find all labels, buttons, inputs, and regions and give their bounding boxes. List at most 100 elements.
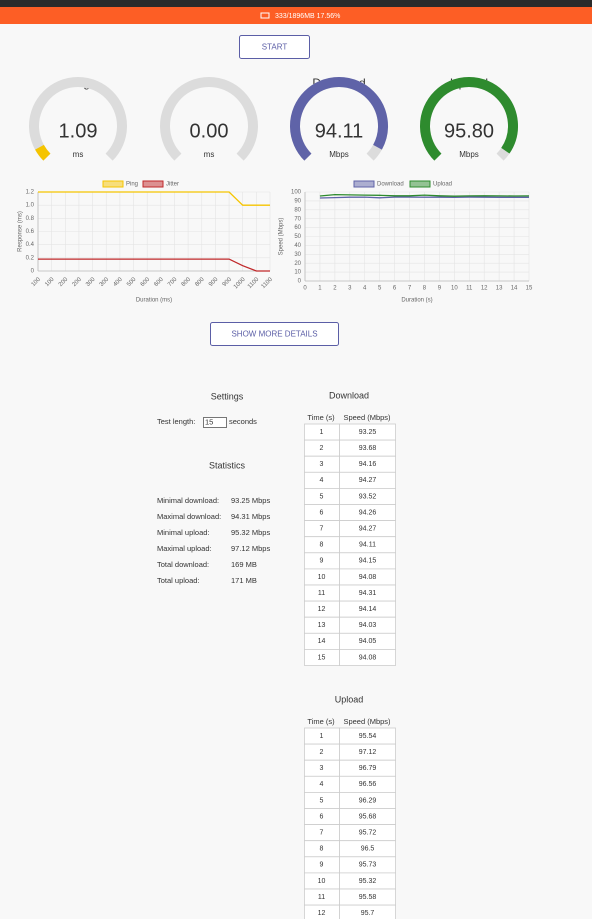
x-tick-label: 12 xyxy=(481,286,488,292)
test-length-input[interactable] xyxy=(203,417,227,428)
test-length-value[interactable]: 15 xyxy=(205,417,213,426)
table-time: 11 xyxy=(318,590,325,597)
gauge-unit: Mbps xyxy=(329,150,349,159)
y-tick-label: 60 xyxy=(294,225,301,231)
table-time: 1 xyxy=(320,733,324,740)
x-tick-label: 600 xyxy=(140,276,152,288)
x-tick-label: 300 xyxy=(99,276,111,288)
settings-title: Settings xyxy=(211,391,244,401)
y-tick-label: 30 xyxy=(294,252,301,258)
table-time: 7 xyxy=(320,829,324,836)
table-speed: 95.58 xyxy=(359,894,377,901)
table-speed: 94.03 xyxy=(359,622,377,629)
y-axis-label: Response (ms) xyxy=(18,211,24,252)
table-time: 12 xyxy=(318,910,326,917)
stat-value: 169 MB xyxy=(231,560,257,569)
gauge-value: 94.11 xyxy=(315,120,364,142)
x-tick-label: 0 xyxy=(303,286,307,292)
series-line xyxy=(319,193,530,197)
table-speed: 94.26 xyxy=(359,509,377,516)
table-time: 4 xyxy=(320,781,324,788)
table-cell xyxy=(339,649,396,666)
table-speed: 94.11 xyxy=(359,542,376,549)
y-tick-label: 0.4 xyxy=(26,242,35,248)
gauge xyxy=(290,76,388,161)
stat-value: 97.12 Mbps xyxy=(231,544,270,553)
legend-label: Ping xyxy=(126,182,138,188)
status-bar xyxy=(0,7,592,24)
x-tick-label: 5 xyxy=(378,286,382,292)
details-button[interactable] xyxy=(210,322,339,346)
y-tick-label: 0 xyxy=(298,279,302,285)
table-speed: 94.08 xyxy=(359,654,377,661)
stat-value: 171 MB xyxy=(231,576,257,585)
gauge-unit: Mbps xyxy=(459,150,479,159)
x-tick-label: 200 xyxy=(72,276,84,288)
table-time: 10 xyxy=(318,574,326,581)
gauge-fill xyxy=(290,76,388,161)
x-tick-label: 200 xyxy=(58,276,70,288)
y-tick-label: 70 xyxy=(294,216,301,222)
x-tick-label: 800 xyxy=(181,276,193,288)
test-length-unit: seconds xyxy=(229,417,257,426)
x-tick-label: 10 xyxy=(451,286,458,292)
x-tick-label: 3 xyxy=(348,286,352,292)
y-tick-label: 90 xyxy=(294,198,301,204)
table-cell xyxy=(339,904,396,919)
start-button-label[interactable]: START xyxy=(262,43,288,52)
x-tick-label: 1100 xyxy=(261,276,275,290)
x-tick-label: 13 xyxy=(496,286,503,292)
stat-label: Total download: xyxy=(157,560,209,569)
table-time: 14 xyxy=(318,638,326,645)
gauge xyxy=(29,76,127,161)
status-icon xyxy=(260,12,270,19)
table-time: 9 xyxy=(320,862,324,869)
table-time: 8 xyxy=(320,846,324,853)
x-tick-label: 100 xyxy=(44,276,56,288)
table-speed: 95.68 xyxy=(359,813,377,820)
x-tick-label: 400 xyxy=(113,276,125,288)
stat-label: Total upload: xyxy=(157,576,200,585)
stat-label: Maximal upload: xyxy=(157,544,212,553)
gauge-unit: ms xyxy=(73,150,84,159)
x-tick-label: 800 xyxy=(194,276,206,288)
table-time: 1 xyxy=(320,429,324,436)
legend-label: Jitter xyxy=(166,182,179,188)
table-time: 11 xyxy=(318,894,325,901)
table-speed: 94.31 xyxy=(359,590,377,597)
x-tick-label: 14 xyxy=(511,286,518,292)
x-tick-label: 1 xyxy=(318,286,322,292)
table-time: 9 xyxy=(320,558,324,565)
table-speed: 93.25 xyxy=(359,429,377,436)
details-button-label[interactable]: SHOW MORE DETAILS xyxy=(231,330,317,339)
table-speed: 94.16 xyxy=(359,461,377,468)
table-speed: 96.29 xyxy=(359,797,377,804)
x-tick-label: 1000 xyxy=(233,276,247,290)
status-text: 333/1896MB 17.56% xyxy=(275,13,340,20)
table-speed: 93.52 xyxy=(359,493,377,500)
legend-label: Download xyxy=(377,182,404,188)
table-time: 5 xyxy=(320,797,324,804)
start-button[interactable] xyxy=(239,35,310,59)
table-time: 12 xyxy=(318,606,326,613)
legend-swatch xyxy=(353,180,375,188)
y-tick-label: 0 xyxy=(31,269,35,275)
x-tick-label: 15 xyxy=(526,286,533,292)
series-line xyxy=(38,191,270,206)
table-speed: 95.7 xyxy=(361,910,375,917)
x-tick-label: 9 xyxy=(438,286,442,292)
x-tick-label: 300 xyxy=(85,276,97,288)
gauge-unit: ms xyxy=(204,150,215,159)
table-header: Time (s) xyxy=(307,413,335,422)
x-tick-label: 700 xyxy=(167,276,179,288)
y-tick-label: 80 xyxy=(294,207,301,213)
gauge-fill xyxy=(420,76,518,161)
table-speed: 97.12 xyxy=(359,749,377,756)
legend-swatch xyxy=(409,180,431,188)
table-speed: 94.05 xyxy=(359,638,377,645)
table-speed: 96.79 xyxy=(359,765,377,772)
stat-label: Minimal download: xyxy=(157,496,219,505)
y-tick-label: 1.2 xyxy=(26,190,35,196)
table-speed: 95.73 xyxy=(359,862,377,869)
